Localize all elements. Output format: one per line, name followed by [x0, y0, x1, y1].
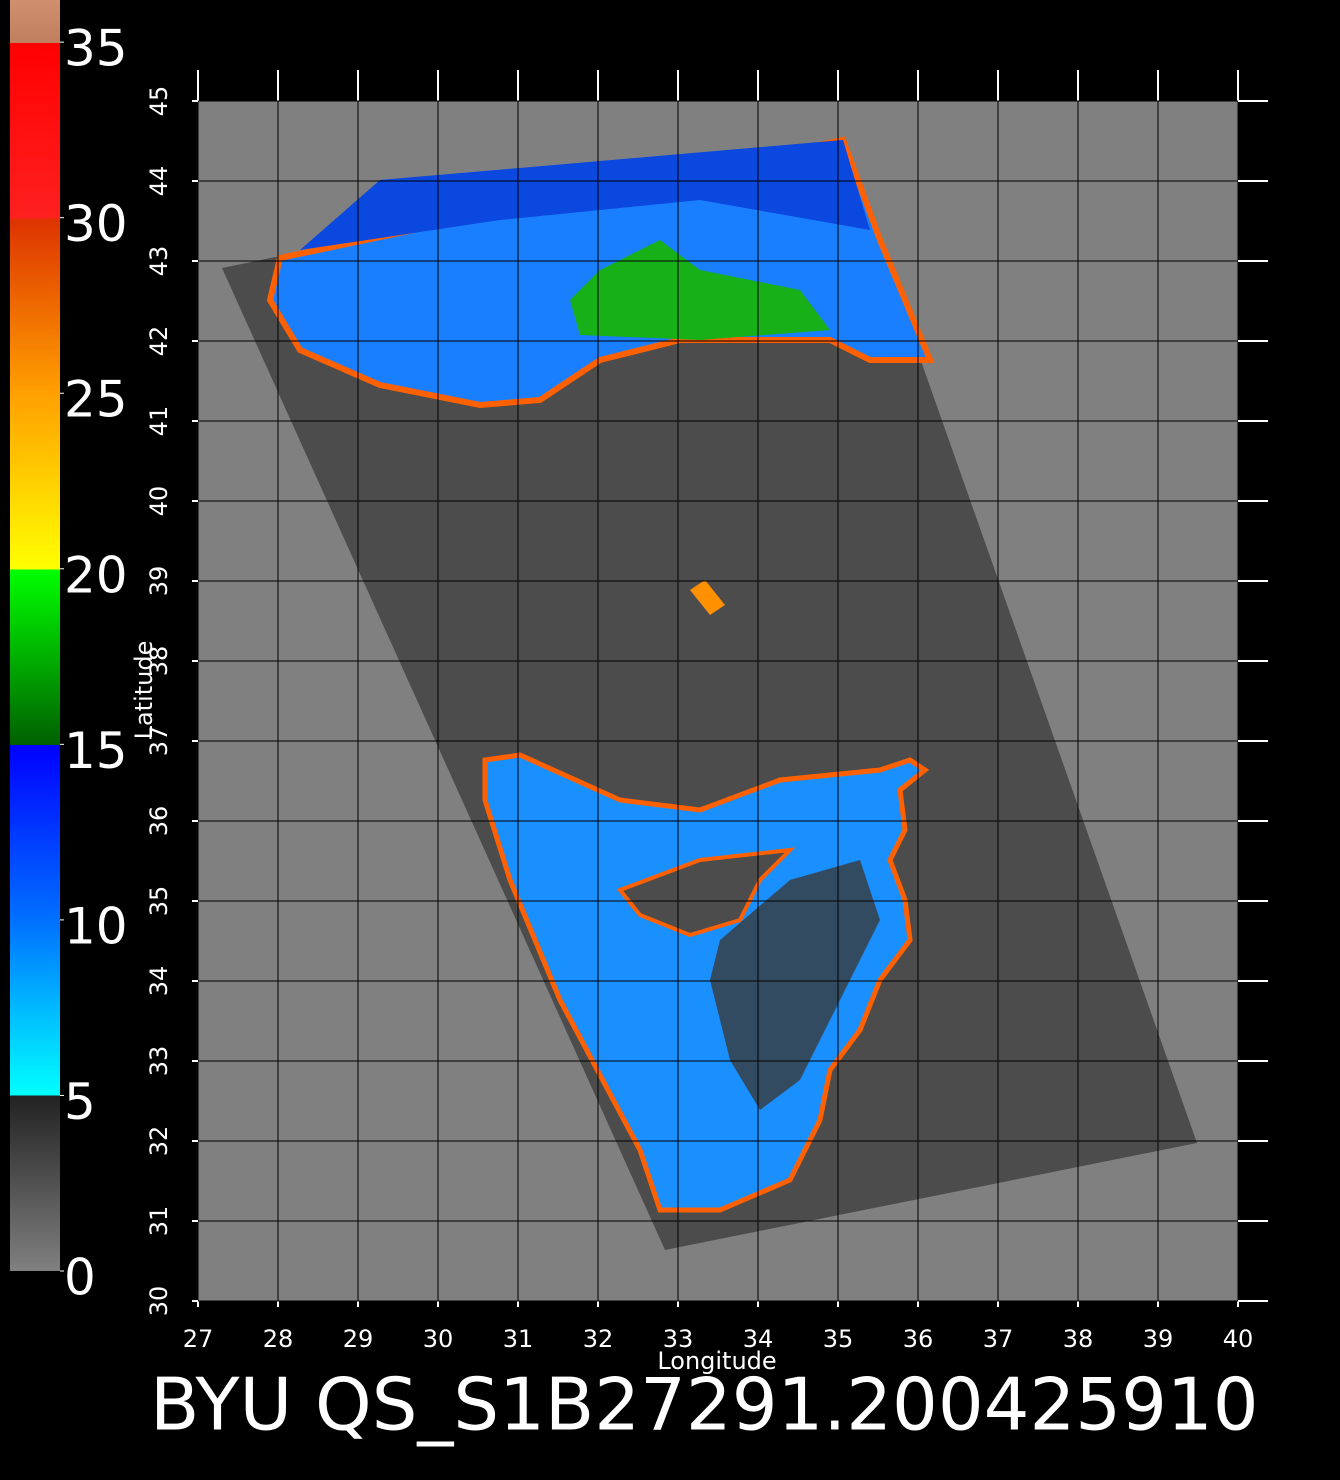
colorbar	[10, 0, 60, 1271]
y-axis-label: Latitude	[130, 641, 158, 740]
x-tick-label: 37	[983, 1325, 1014, 1353]
y-tick-label: 38	[145, 646, 173, 677]
y-tick-label: 44	[145, 166, 173, 197]
y-tick-label: 37	[145, 726, 173, 757]
y-tick-label: 31	[145, 1206, 173, 1237]
colorbar-label: 15	[64, 722, 128, 780]
sea-green	[570, 240, 830, 340]
x-tick-label: 35	[823, 1325, 854, 1353]
x-tick-label: 30	[423, 1325, 454, 1353]
x-tick-label: 34	[743, 1325, 774, 1353]
x-tick-label: 39	[1143, 1325, 1174, 1353]
spot	[690, 580, 725, 615]
land-gap	[616, 847, 796, 938]
x-tick-label: 33	[663, 1325, 694, 1353]
x-tick-label: 32	[583, 1325, 614, 1353]
swath	[222, 140, 1197, 1250]
colorbar-label: 30	[64, 195, 128, 253]
x-axis-label: Longitude	[657, 1347, 776, 1375]
y-tick-label: 40	[145, 486, 173, 517]
colorbar-label: 25	[64, 371, 128, 429]
y-tick-label: 32	[145, 1126, 173, 1157]
y-tick-label: 39	[145, 566, 173, 597]
sea-deep	[300, 140, 870, 250]
y-tick-label: 35	[145, 886, 173, 917]
y-tick-label: 36	[145, 806, 173, 837]
colorbar-label: 0	[64, 1249, 96, 1307]
levant-sea	[482, 752, 930, 1213]
x-tick-label: 29	[343, 1325, 374, 1353]
x-tick-label: 38	[1063, 1325, 1094, 1353]
colorbar-label: 10	[64, 897, 128, 955]
y-tick-label: 30	[145, 1286, 173, 1317]
colorbar-label: 5	[64, 1073, 96, 1131]
y-tick-label: 43	[145, 246, 173, 277]
x-tick-label: 36	[903, 1325, 934, 1353]
colorbar-label: 35	[64, 20, 128, 78]
y-tick-label: 34	[145, 966, 173, 997]
y-tick-label: 41	[145, 406, 173, 437]
x-tick-label: 28	[263, 1325, 294, 1353]
y-tick-label: 33	[145, 1046, 173, 1077]
colorbar-label: 20	[64, 546, 128, 604]
y-tick-label: 45	[145, 86, 173, 117]
x-tick-label: 31	[503, 1325, 534, 1353]
x-tick-label: 40	[1223, 1325, 1254, 1353]
x-tick-label: 27	[183, 1325, 214, 1353]
title: BYU QS_S1B27291.200425910	[150, 1363, 1259, 1447]
y-tick-label: 42	[145, 326, 173, 357]
